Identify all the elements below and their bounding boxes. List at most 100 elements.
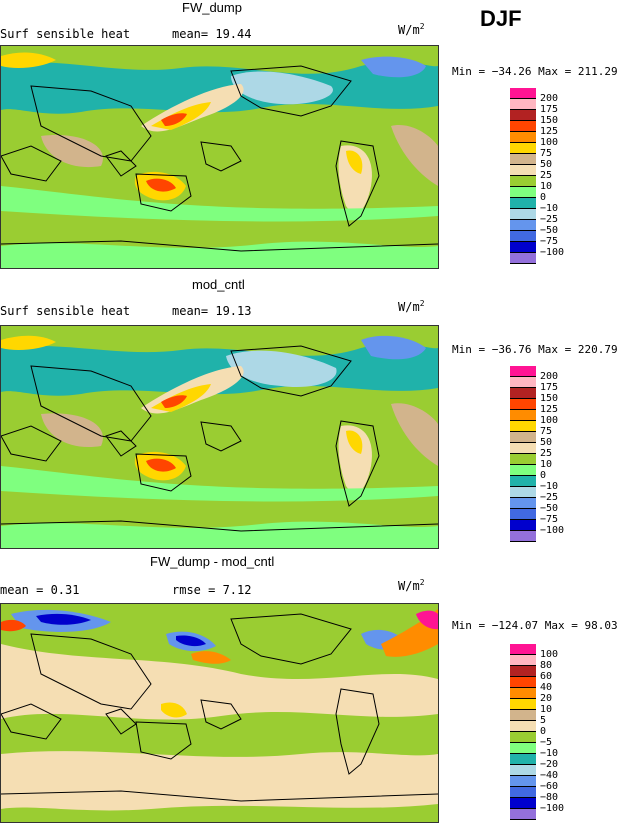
panel-3-min-max: Min = −124.07 Max = 98.03 xyxy=(452,619,618,632)
panel-2-variable-label: Surf sensible heat xyxy=(0,304,131,318)
colorbar-tick-label: 60 xyxy=(540,671,553,682)
colorbar-swatch xyxy=(510,121,536,132)
colorbar-tick-label: 10 xyxy=(540,459,553,470)
colorbar-tick-label: 175 xyxy=(540,382,559,393)
colorbar-tick-label: −100 xyxy=(540,525,565,536)
panel-1-map xyxy=(0,45,439,269)
colorbar-swatch xyxy=(510,721,536,732)
colorbar-swatch xyxy=(510,377,536,388)
colorbar-swatch xyxy=(510,253,536,264)
colorbar-swatch xyxy=(510,465,536,476)
colorbar-tick-label: 175 xyxy=(540,104,559,115)
colorbar-tick-label: −100 xyxy=(540,247,565,258)
colorbar-swatch xyxy=(510,187,536,198)
panel-3-map xyxy=(0,603,439,823)
colorbar-tick-label: 100 xyxy=(540,137,559,148)
colorbar-swatch xyxy=(510,432,536,443)
colorbar-swatch xyxy=(510,220,536,231)
panel-3-map-field xyxy=(1,604,438,822)
panel-3-colorbar: 100 80 60 40 20 10 5 0 −5 −10 −20 −40 −60 −80 −100 xyxy=(510,644,590,820)
colorbar-tick-label: −80 xyxy=(540,792,559,803)
colorbar-swatch xyxy=(510,732,536,743)
colorbar-swatch xyxy=(510,421,536,432)
colorbar-swatch xyxy=(510,443,536,454)
colorbar-tick-label: 50 xyxy=(540,159,553,170)
colorbar-tick-label: 20 xyxy=(540,693,553,704)
colorbar-tick-label: −50 xyxy=(540,225,559,236)
colorbar-swatch xyxy=(510,198,536,209)
colorbar-swatch xyxy=(510,165,536,176)
colorbar-tick-label: −25 xyxy=(540,492,559,503)
colorbar-swatch xyxy=(510,509,536,520)
panel-2-mean: mean= 19.13 xyxy=(172,304,252,318)
panel-2-title: mod_cntl xyxy=(192,277,245,292)
colorbar-tick-label: −5 xyxy=(540,737,553,748)
colorbar-swatch xyxy=(510,110,536,121)
colorbar-swatch xyxy=(510,88,536,99)
colorbar-swatch xyxy=(510,666,536,677)
colorbar-tick-label: −20 xyxy=(540,759,559,770)
colorbar-tick-label: 25 xyxy=(540,170,553,181)
colorbar-tick-label: 75 xyxy=(540,426,553,437)
colorbar-tick-label: −10 xyxy=(540,481,559,492)
panel-1-map-field xyxy=(1,46,438,268)
panel-3-rmse: rmse = 7.12 xyxy=(172,583,252,597)
panel-2-map xyxy=(0,325,439,549)
colorbar-tick-label: 0 xyxy=(540,470,547,481)
panel-2-units: W/m2 xyxy=(398,299,425,314)
colorbar-tick-label: 80 xyxy=(540,660,553,671)
colorbar-tick-label: 0 xyxy=(540,192,547,203)
colorbar-swatch xyxy=(510,798,536,809)
colorbar-swatch xyxy=(510,176,536,187)
colorbar-swatch xyxy=(510,520,536,531)
colorbar-swatch xyxy=(510,699,536,710)
colorbar-tick-label: 200 xyxy=(540,93,559,104)
panel-3-units: W/m2 xyxy=(398,578,425,593)
colorbar-tick-label: −60 xyxy=(540,781,559,792)
panel-2-min-max: Min = −36.76 Max = 220.79 xyxy=(452,343,618,356)
panel-1-title: FW_dump xyxy=(182,0,242,15)
colorbar-tick-label: 50 xyxy=(540,437,553,448)
colorbar-swatch xyxy=(510,644,536,655)
panel-1-min-max: Min = −34.26 Max = 211.29 xyxy=(452,65,618,78)
colorbar-swatch xyxy=(510,776,536,787)
colorbar-swatch xyxy=(510,242,536,253)
colorbar-tick-label: 100 xyxy=(540,649,559,660)
colorbar-swatch xyxy=(510,366,536,377)
colorbar-swatch xyxy=(510,388,536,399)
panel-2-map-field xyxy=(1,326,438,548)
colorbar-swatch xyxy=(510,132,536,143)
colorbar-tick-label: −75 xyxy=(540,236,559,247)
colorbar-swatch xyxy=(510,765,536,776)
colorbar-swatch xyxy=(510,399,536,410)
colorbar-tick-label: −10 xyxy=(540,203,559,214)
colorbar-swatch xyxy=(510,487,536,498)
colorbar-swatch xyxy=(510,454,536,465)
colorbar-tick-label: 100 xyxy=(540,415,559,426)
panel-2-colorbar: 200 175 150 125 100 75 50 25 10 0 −10 −25 −50 −75 −100 xyxy=(510,366,590,542)
colorbar-tick-label: −100 xyxy=(540,803,565,814)
colorbar-tick-label: 5 xyxy=(540,715,547,726)
colorbar-swatch xyxy=(510,231,536,242)
colorbar-swatch xyxy=(510,99,536,110)
panel-1-colorbar: 200 175 150 125 100 75 50 25 10 0 −10 −25 −50 −75 −100 xyxy=(510,88,590,264)
colorbar-tick-label: −50 xyxy=(540,503,559,514)
colorbar-tick-label: −75 xyxy=(540,514,559,525)
colorbar-tick-label: 150 xyxy=(540,115,559,126)
panel-1-variable-label: Surf sensible heat xyxy=(0,27,131,41)
colorbar-swatch xyxy=(510,410,536,421)
colorbar-swatch xyxy=(510,677,536,688)
colorbar-swatch xyxy=(510,655,536,666)
colorbar-swatch xyxy=(510,531,536,542)
panel-1-mean: mean= 19.44 xyxy=(172,27,252,41)
colorbar-swatch xyxy=(510,688,536,699)
colorbar-tick-label: 0 xyxy=(540,726,547,737)
colorbar-swatch xyxy=(510,476,536,487)
colorbar-tick-label: 40 xyxy=(540,682,553,693)
colorbar-tick-label: 125 xyxy=(540,404,559,415)
panel-3-title: FW_dump - mod_cntl xyxy=(150,554,275,569)
colorbar-swatch xyxy=(510,154,536,165)
colorbar-tick-label: −10 xyxy=(540,748,559,759)
colorbar-tick-label: 10 xyxy=(540,704,553,715)
colorbar-swatch xyxy=(510,809,536,820)
